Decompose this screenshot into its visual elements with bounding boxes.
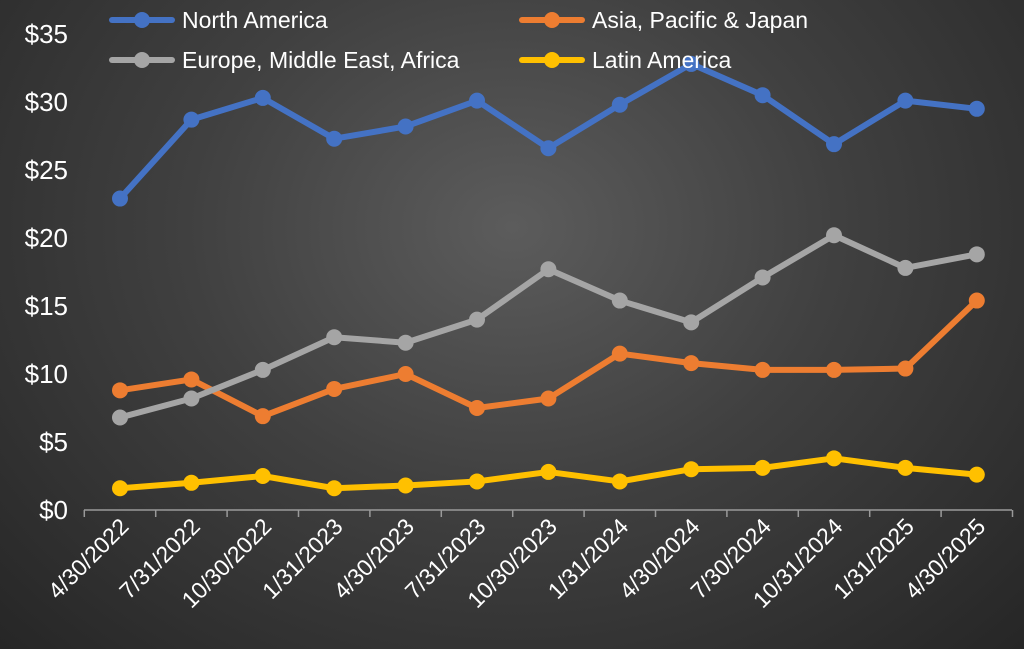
data-point — [183, 390, 200, 407]
data-point — [326, 380, 343, 397]
data-point — [683, 461, 700, 478]
data-point — [968, 466, 985, 483]
data-point — [254, 361, 271, 378]
legend-label: Latin America — [592, 47, 732, 73]
data-point — [254, 89, 271, 106]
y-tick-label: $25 — [25, 155, 68, 185]
data-point — [897, 360, 914, 377]
data-point — [326, 480, 343, 497]
data-point — [183, 371, 200, 388]
data-point — [254, 468, 271, 484]
data-point — [397, 118, 414, 135]
y-tick-label: $35 — [25, 19, 68, 49]
data-point — [326, 329, 343, 346]
legend-swatch-marker — [134, 52, 150, 68]
legend-label: North America — [182, 7, 328, 33]
data-point — [826, 227, 842, 244]
data-point — [397, 334, 414, 351]
data-point — [611, 345, 628, 362]
series-line — [117, 60, 980, 202]
data-point — [254, 408, 271, 425]
y-tick-label: $20 — [25, 223, 68, 253]
data-point — [754, 269, 771, 286]
data-point — [897, 92, 914, 109]
data-point — [397, 366, 414, 382]
data-point — [469, 473, 485, 490]
data-point — [897, 459, 914, 476]
data-point — [826, 361, 842, 378]
data-point — [112, 409, 128, 426]
legend-swatch-marker — [544, 12, 560, 28]
data-point — [540, 261, 557, 278]
data-point — [683, 55, 700, 72]
data-point — [611, 96, 628, 113]
data-point — [469, 311, 485, 328]
legend-swatch-marker — [134, 12, 150, 28]
data-point — [183, 474, 200, 491]
data-point — [469, 92, 485, 109]
data-point — [826, 450, 842, 467]
data-point — [754, 361, 771, 378]
y-tick-label: $10 — [25, 359, 68, 389]
data-point — [897, 259, 914, 276]
data-point — [540, 463, 557, 480]
data-point — [112, 382, 128, 399]
data-point — [540, 390, 557, 407]
data-point — [611, 292, 628, 309]
legend-label: Europe, Middle East, Africa — [182, 47, 460, 73]
data-point — [754, 87, 771, 104]
y-tick-label: $0 — [39, 495, 68, 525]
data-point — [968, 100, 985, 117]
data-point — [469, 400, 485, 416]
y-tick-label: $5 — [39, 427, 68, 457]
data-point — [540, 140, 557, 157]
data-point — [826, 136, 842, 153]
data-point — [183, 111, 200, 128]
data-point — [683, 314, 700, 331]
data-point — [397, 477, 414, 494]
data-point — [683, 355, 700, 372]
data-point — [968, 246, 985, 263]
data-point — [112, 480, 128, 497]
y-tick-label: $30 — [25, 87, 68, 117]
data-point — [611, 473, 628, 490]
y-tick-label: $15 — [25, 291, 68, 321]
legend-label: Asia, Pacific & Japan — [592, 7, 808, 33]
legend-swatch-marker — [544, 52, 560, 68]
data-point — [326, 130, 343, 147]
data-point — [112, 190, 128, 207]
data-point — [968, 292, 985, 309]
data-point — [754, 459, 771, 476]
